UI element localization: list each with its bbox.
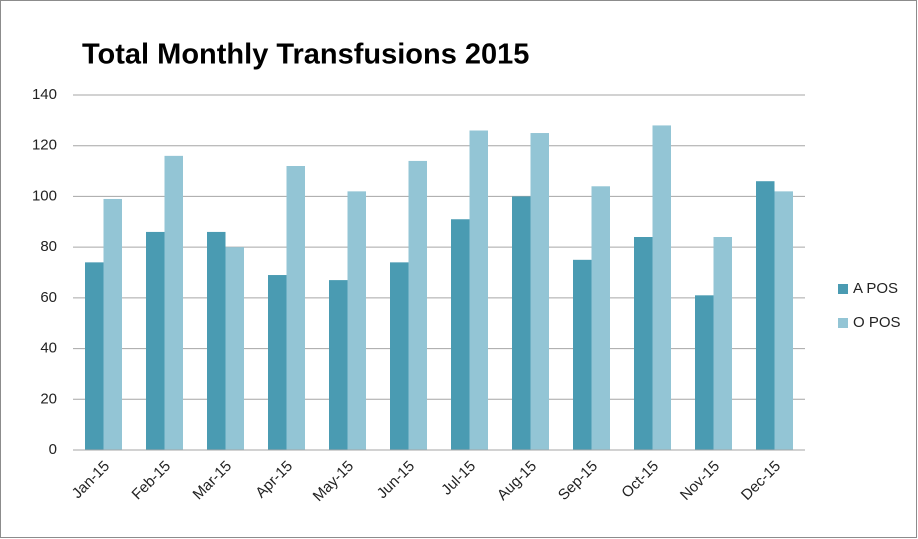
bar xyxy=(85,262,104,450)
bar xyxy=(756,181,775,450)
bar xyxy=(451,219,470,450)
bar xyxy=(469,130,488,450)
y-tick-label: 20 xyxy=(40,390,57,407)
legend-label: A POS xyxy=(853,280,898,297)
bar xyxy=(390,262,409,450)
bar xyxy=(286,166,305,450)
bar xyxy=(591,186,610,451)
bar xyxy=(573,259,592,450)
bar xyxy=(408,160,427,450)
bar xyxy=(347,191,366,450)
bar xyxy=(713,237,732,450)
bar xyxy=(634,237,653,450)
legend-swatch xyxy=(838,318,848,328)
chart-title: Total Monthly Transfusions 2015 xyxy=(82,39,529,71)
bar xyxy=(530,133,549,451)
legend-label: O POS xyxy=(853,314,901,331)
bar xyxy=(268,275,287,450)
y-tick-label: 120 xyxy=(32,137,57,154)
y-tick-label: 0 xyxy=(49,441,57,458)
bar xyxy=(329,280,348,450)
bar xyxy=(103,198,122,450)
bar xyxy=(652,125,671,450)
y-tick-label: 100 xyxy=(32,187,57,204)
bar xyxy=(146,231,165,450)
bar xyxy=(207,231,226,450)
bar xyxy=(695,295,714,450)
y-tick-label: 40 xyxy=(40,340,57,357)
y-tick-label: 140 xyxy=(32,86,57,103)
y-tick-label: 60 xyxy=(40,289,57,306)
bar xyxy=(164,155,183,450)
bar xyxy=(774,191,793,450)
legend-swatch xyxy=(838,284,848,294)
y-tick-label: 80 xyxy=(40,238,57,255)
bar xyxy=(512,196,531,450)
bar xyxy=(225,247,244,450)
